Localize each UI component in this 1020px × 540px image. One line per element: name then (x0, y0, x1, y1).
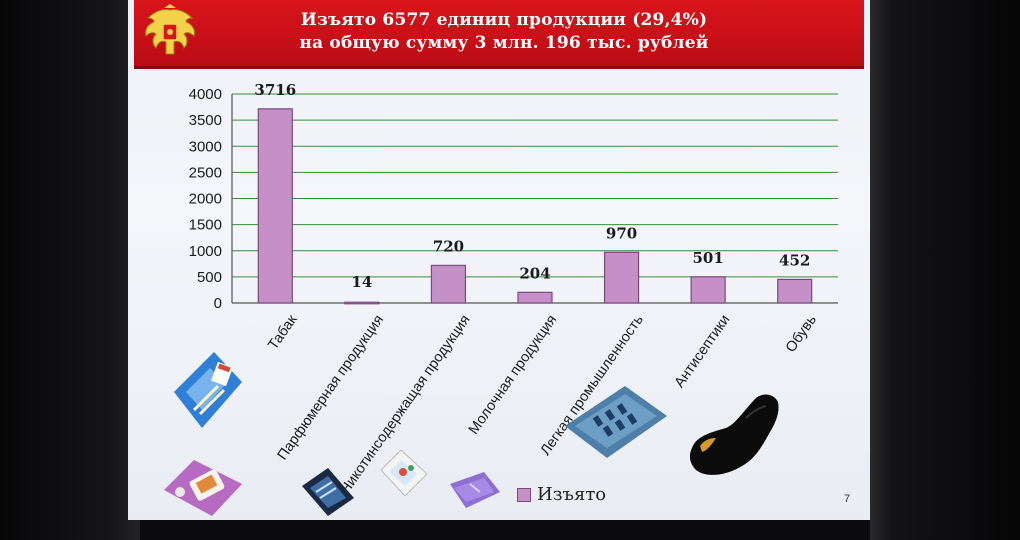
data-label: 501 (692, 249, 723, 267)
cigarettes-image (174, 352, 242, 428)
y-tick-label: 1000 (189, 243, 222, 260)
bar (690, 276, 726, 304)
bar (777, 278, 813, 304)
y-tick-label: 0 (214, 295, 222, 312)
page-number: 7 (844, 493, 851, 505)
data-label: 970 (606, 224, 637, 242)
data-label: 204 (519, 264, 550, 282)
category-label: Антисептики (672, 312, 734, 391)
y-tick-label: 4000 (189, 86, 222, 103)
category-label: Молочная продукция (466, 312, 560, 437)
bar (517, 291, 553, 304)
y-tick-label: 2500 (189, 164, 222, 181)
bar-chart: 0 500 1000 1500 2000 2500 3000 3500 4000 3716 Таба… (189, 81, 838, 497)
y-tick-label: 1500 (189, 217, 222, 234)
y-tick-label: 3500 (189, 112, 222, 129)
category-label: Обувь (783, 312, 820, 355)
presentation-slide: Изъято 6577 единиц продукции (29,4%) на … (128, 0, 870, 520)
data-label: 720 (433, 237, 464, 255)
legend-label: Изъято (537, 484, 607, 505)
monitor-bezel-left (0, 0, 140, 540)
textile-image (450, 472, 500, 508)
slide-title-line-1: Изъято 6577 единиц продукции (29,4%) (300, 10, 708, 30)
data-label: 3716 (254, 81, 296, 99)
title-banner: Изъято 6577 единиц продукции (29,4%) на … (134, 0, 864, 69)
y-tick-label: 500 (197, 269, 222, 286)
bar (430, 264, 467, 304)
bar (344, 301, 380, 305)
category-label: Табак (265, 312, 301, 353)
perfume-image (164, 460, 242, 516)
vape-image (302, 468, 354, 516)
double-eagle-emblem-icon (145, 4, 195, 55)
y-tick-label: 3000 (189, 138, 222, 155)
data-label: 14 (351, 273, 372, 291)
bar (603, 251, 640, 304)
antiseptic-image (565, 386, 667, 458)
milk-image (381, 450, 427, 496)
bar (257, 108, 293, 304)
slide-title-line-2: на общую сумму 3 млн. 196 тыс. рублей (299, 33, 709, 53)
y-tick-label: 2000 (189, 191, 222, 208)
chart-legend: Изъято (517, 484, 606, 505)
shoe-image (689, 394, 779, 475)
data-label: 452 (779, 251, 810, 269)
legend-swatch (517, 487, 531, 502)
monitor-bezel-right (870, 0, 1020, 540)
